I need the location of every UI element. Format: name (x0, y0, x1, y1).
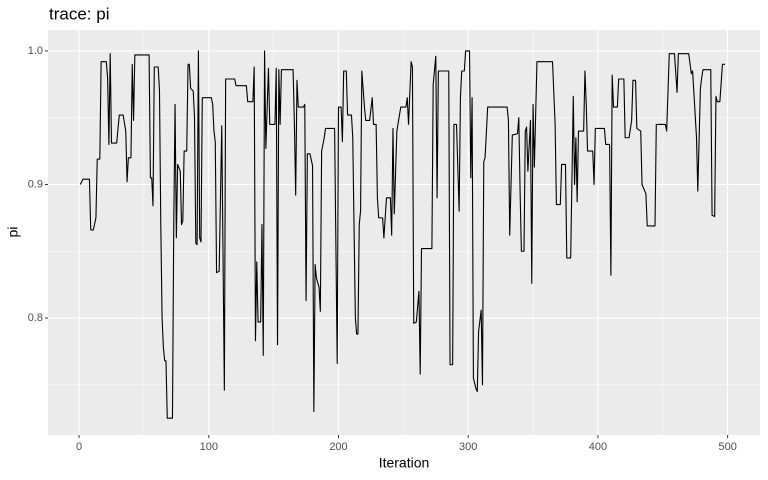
chart-title: trace: pi (49, 4, 109, 23)
y-tick-label: 0.9 (28, 178, 43, 190)
x-tick-label: 400 (589, 441, 607, 453)
trace-line (79, 50, 726, 419)
x-axis-label: Iteration (379, 455, 430, 471)
x-tick-label: 0 (76, 441, 82, 453)
x-tick-label: 200 (329, 441, 347, 453)
y-tick-label: 1.0 (28, 45, 43, 57)
x-tick-label: 500 (718, 441, 736, 453)
panel (48, 30, 760, 435)
x-tick-label: 100 (200, 441, 218, 453)
x-tick-label: 300 (459, 441, 477, 453)
y-tick-label: 0.8 (28, 312, 43, 324)
y-axis-label: pi (5, 227, 21, 238)
